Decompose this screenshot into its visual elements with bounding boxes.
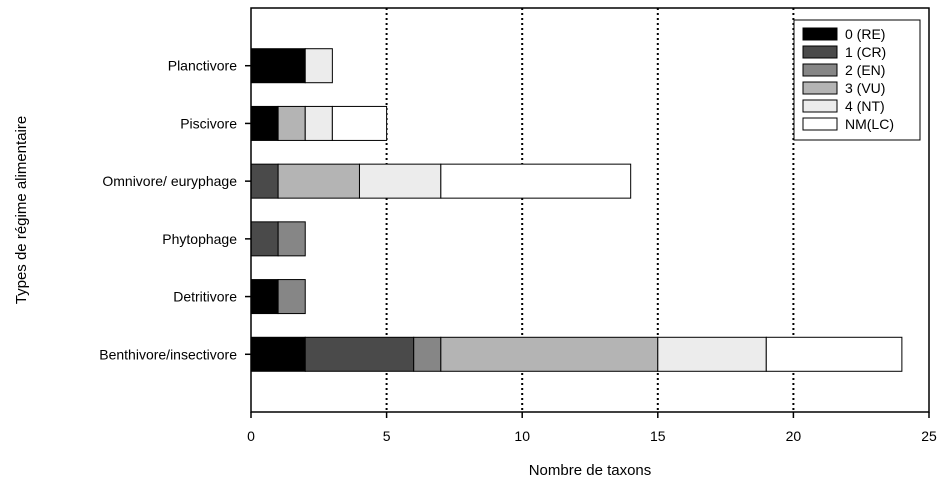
bars: [250, 48, 903, 372]
bar-segment-2-5: [304, 105, 333, 141]
legend-label-2: 1 (CR): [845, 44, 886, 60]
bar-segment-3-2: [250, 163, 279, 199]
bar-segment-2-6: [331, 105, 388, 141]
legend-swatch-6: [802, 117, 838, 131]
category-label-6: Benthivore/insectivore: [99, 346, 237, 362]
x-tick-label-15: 15: [650, 428, 666, 444]
bar-segment-5-1: [250, 279, 279, 315]
bar-segment-4-3: [277, 221, 306, 257]
category-label-1: Planctivore: [168, 58, 237, 74]
bar-segment-1-1: [250, 48, 306, 84]
category-label-4: Phytophage: [162, 231, 237, 247]
plot-area-frame: [250, 7, 930, 413]
bar-segment-3-4: [277, 163, 360, 199]
bar-segment-2-1: [250, 105, 279, 141]
bar-segment-5-3: [277, 279, 306, 315]
x-tick-label-5: 5: [383, 428, 391, 444]
bar-segment-2-4: [277, 105, 306, 141]
bar-segment-6-6: [765, 336, 903, 372]
x-tick-label-25: 25: [921, 428, 937, 444]
legend-label-1: 0 (RE): [845, 26, 885, 42]
x-axis: 0 5 10 15 20 25: [247, 412, 937, 444]
bar-segment-6-1: [250, 336, 306, 372]
bar-segment-6-5: [657, 336, 767, 372]
legend-label-5: 4 (NT): [845, 98, 885, 114]
legend-swatch-4: [802, 81, 838, 95]
bar-segment-4-2: [250, 221, 279, 257]
bar-segment-3-6: [440, 163, 632, 199]
legend: 0 (RE) 1 (CR) 2 (EN) 3 (VU) 4 (NT) NM(LC): [793, 19, 921, 141]
legend-swatch-2: [802, 45, 838, 59]
y-axis-title: Types de régime alimentaire: [13, 116, 30, 304]
legend-label-6: NM(LC): [845, 116, 894, 132]
bar-segment-6-3: [413, 336, 442, 372]
legend-swatch-5: [802, 99, 838, 113]
legend-swatch-1: [802, 27, 838, 41]
category-label-2: Piscivore: [180, 115, 237, 131]
x-tick-label-20: 20: [786, 428, 802, 444]
category-label-3: Omnivore/ euryphage: [102, 173, 237, 189]
bar-segment-6-2: [304, 336, 415, 372]
bar-segment-6-4: [440, 336, 659, 372]
x-tick-label-10: 10: [514, 428, 530, 444]
legend-label-3: 2 (EN): [845, 62, 885, 78]
y-axis-category-labels: Planctivore Piscivore Omnivore/ euryphage P…: [99, 58, 251, 362]
bar-segment-3-5: [358, 163, 442, 199]
bar-segment-1-5: [304, 48, 333, 84]
x-tick-label-0: 0: [247, 428, 255, 444]
category-label-5: Detritivore: [173, 289, 237, 305]
x-axis-title: Nombre de taxons: [529, 462, 652, 479]
legend-label-4: 3 (VU): [845, 80, 885, 96]
legend-swatch-3: [802, 63, 838, 77]
